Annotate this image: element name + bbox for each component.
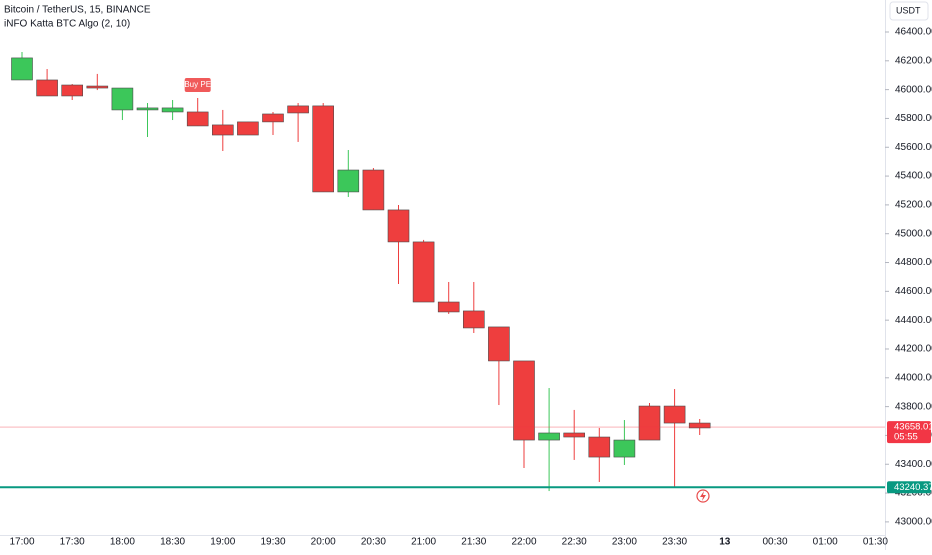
x-tick-label: 22:00 xyxy=(511,537,536,548)
candle-body xyxy=(186,111,209,127)
x-tick-label: 17:30 xyxy=(60,537,85,548)
candle-body xyxy=(638,405,661,441)
candle-body xyxy=(563,432,586,438)
x-tick-label: 21:00 xyxy=(411,537,436,548)
candle-body xyxy=(513,360,535,441)
y-tick-label: 43400.00 xyxy=(895,459,932,470)
price-label: 43240.37 xyxy=(894,482,932,493)
candle-body xyxy=(688,422,711,429)
y-tick-label: 43000.00 xyxy=(895,517,932,528)
price-label-box xyxy=(887,481,931,494)
candle-body xyxy=(488,326,510,362)
candle-body xyxy=(588,436,611,458)
candle-body xyxy=(437,301,460,313)
countdown-label: 05:55 xyxy=(894,432,918,443)
candle-body xyxy=(362,169,385,211)
price-label-box xyxy=(887,421,931,444)
y-tick-label: 43800.00 xyxy=(895,401,932,412)
x-tick-label: 23:00 xyxy=(612,537,637,548)
y-tick-label: 44600.00 xyxy=(895,286,932,297)
candle-body xyxy=(462,310,485,329)
chart-title: Bitcoin / TetherUS, 15, BINANCE xyxy=(4,5,151,16)
candle-body xyxy=(613,439,636,458)
candle-body xyxy=(412,241,435,303)
annotation-label: Buy PE xyxy=(184,80,211,89)
y-tick-label: 46000.00 xyxy=(895,84,932,95)
x-tick-label: 19:30 xyxy=(260,537,285,548)
candle-body xyxy=(161,107,184,113)
y-tick-label: 46200.00 xyxy=(895,55,932,66)
y-tick-label: 45800.00 xyxy=(895,113,932,124)
x-tick-label: 21:30 xyxy=(461,537,486,548)
x-tick-label: 18:30 xyxy=(160,537,185,548)
x-tick-label: 13 xyxy=(719,537,731,548)
y-tick-label: 44800.00 xyxy=(895,257,932,268)
candle-body xyxy=(337,169,360,193)
y-tick-label: 45000.00 xyxy=(895,228,932,239)
candle-body xyxy=(387,209,410,243)
unit-label: USDT xyxy=(896,5,921,15)
candle-body xyxy=(663,405,686,424)
indicator-label: iNFO Katta BTC Algo (2, 10) xyxy=(4,19,130,30)
candle-body xyxy=(11,57,33,81)
x-tick-label: 18:00 xyxy=(110,537,135,548)
candle-body xyxy=(136,107,159,111)
candle-body xyxy=(237,121,259,136)
candle-body xyxy=(61,84,84,97)
x-tick-label: 20:00 xyxy=(311,537,336,548)
candle-body xyxy=(312,105,335,193)
y-tick-label: 45400.00 xyxy=(895,171,932,182)
y-tick-label: 44000.00 xyxy=(895,372,932,383)
candle-body xyxy=(111,87,134,111)
y-tick-label: 46400.00 xyxy=(895,27,932,38)
x-tick-label: 17:00 xyxy=(9,537,34,548)
x-tick-label: 20:30 xyxy=(361,537,386,548)
replay-icon[interactable] xyxy=(696,489,710,503)
y-tick-label: 45200.00 xyxy=(895,200,932,211)
x-tick-label: 00:30 xyxy=(762,537,787,548)
price-label: 43658.01 xyxy=(894,422,932,433)
unit-box[interactable] xyxy=(889,1,929,21)
candle-body xyxy=(36,79,58,97)
x-tick-label: 19:00 xyxy=(210,537,235,548)
x-tick-label: 01:30 xyxy=(863,537,888,548)
candle-body xyxy=(287,105,309,114)
candle-body xyxy=(212,124,234,136)
x-tick-label: 22:30 xyxy=(562,537,587,548)
x-tick-label: 01:00 xyxy=(813,537,838,548)
candle-body xyxy=(262,113,284,123)
candle-body xyxy=(86,85,109,89)
annotation-box xyxy=(184,77,211,92)
y-tick-label: 44400.00 xyxy=(895,315,932,326)
candle-body xyxy=(538,432,560,441)
y-tick-label: 44200.00 xyxy=(895,344,932,355)
y-tick-label: 45600.00 xyxy=(895,142,932,153)
x-tick-label: 23:30 xyxy=(662,537,687,548)
